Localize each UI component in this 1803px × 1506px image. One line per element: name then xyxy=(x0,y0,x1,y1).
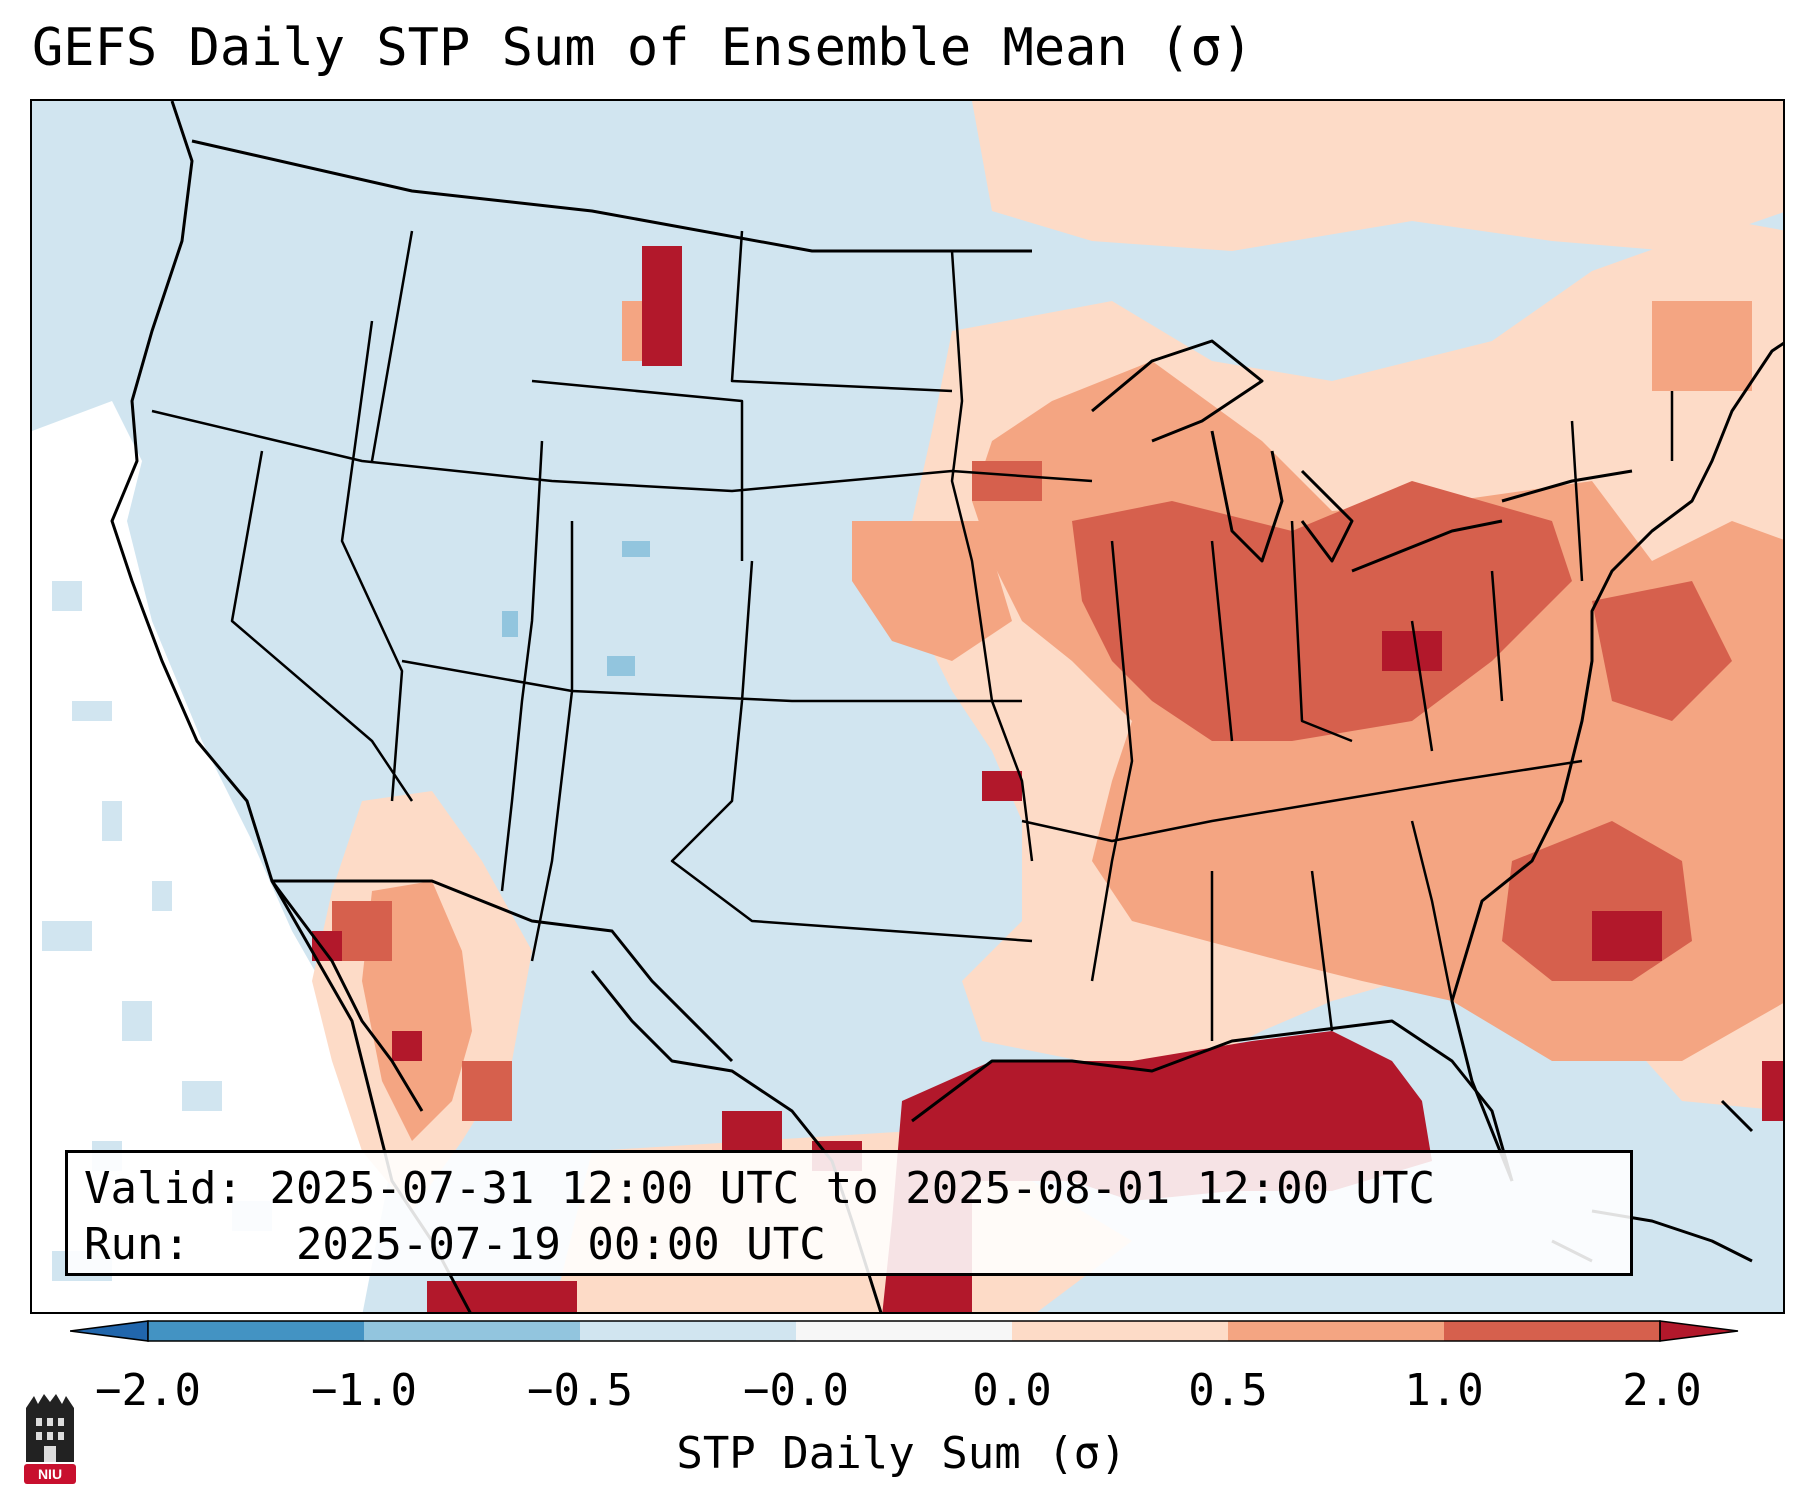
colorbar-segment-6 xyxy=(1444,1321,1660,1341)
colorbar-frame xyxy=(147,1320,1661,1342)
map-canvas xyxy=(32,101,1783,1312)
colorbar-extend-under xyxy=(70,1320,149,1342)
colorbar xyxy=(70,1320,1739,1342)
svg-text:NIU: NIU xyxy=(38,1466,62,1482)
tick-label-3: −0.0 xyxy=(743,1365,849,1416)
niu-logo: NIU xyxy=(24,1394,76,1484)
colorbar-extend-over xyxy=(1659,1320,1739,1342)
tick-label-0: −2.0 xyxy=(95,1365,201,1416)
run-key: Run: xyxy=(84,1219,190,1270)
tick-label-2: −0.5 xyxy=(527,1365,633,1416)
valid-time-row: Valid: 2025-07-31 12:00 UTC to 2025-08-0… xyxy=(84,1161,1630,1217)
tick-label-1: −1.0 xyxy=(311,1365,417,1416)
niu-logo-badge xyxy=(24,1464,76,1484)
baja-coastline xyxy=(270,880,424,1112)
valid-key: Valid: xyxy=(84,1163,243,1214)
west-coastline xyxy=(110,101,472,1312)
colorbar-segment-5 xyxy=(1228,1321,1444,1341)
colorbar-segment-4 xyxy=(1012,1321,1228,1341)
geographic-boundaries xyxy=(110,101,1783,1312)
tick-label-4: 0.0 xyxy=(972,1365,1052,1416)
east-coastline xyxy=(1450,341,1783,1182)
map-panel xyxy=(30,99,1785,1314)
great-lakes xyxy=(1091,339,1633,573)
tick-label-7: 2.0 xyxy=(1622,1365,1702,1416)
colorbar-segment-1 xyxy=(364,1321,580,1341)
anomaly-negative-cells xyxy=(502,541,650,676)
tick-label-6: 1.0 xyxy=(1404,1365,1484,1416)
run-time-row: Run: 2025-07-19 00:00 UTC xyxy=(84,1217,1630,1273)
colorbar-label: STP Daily Sum (σ) xyxy=(676,1428,1127,1479)
run-value: 2025-07-19 00:00 UTC xyxy=(295,1219,826,1270)
chart-title: GEFS Daily STP Sum of Ensemble Mean (σ) xyxy=(32,18,1253,78)
valid-value: 2025-07-31 12:00 UTC to 2025-08-01 12:00… xyxy=(269,1163,1436,1214)
valid-run-info-box: Valid: 2025-07-31 12:00 UTC to 2025-08-0… xyxy=(65,1150,1633,1276)
state-lines xyxy=(151,230,1674,1041)
us-mexico-border xyxy=(272,879,734,1063)
canada-border xyxy=(191,139,1032,253)
tick-label-5: 0.5 xyxy=(1188,1365,1268,1416)
colorbar-segment-2 xyxy=(580,1321,796,1341)
colorbar-segment-0 xyxy=(148,1321,364,1341)
colorbar-segment-3 xyxy=(796,1321,1012,1341)
pacific-undefined-region xyxy=(32,401,392,1312)
